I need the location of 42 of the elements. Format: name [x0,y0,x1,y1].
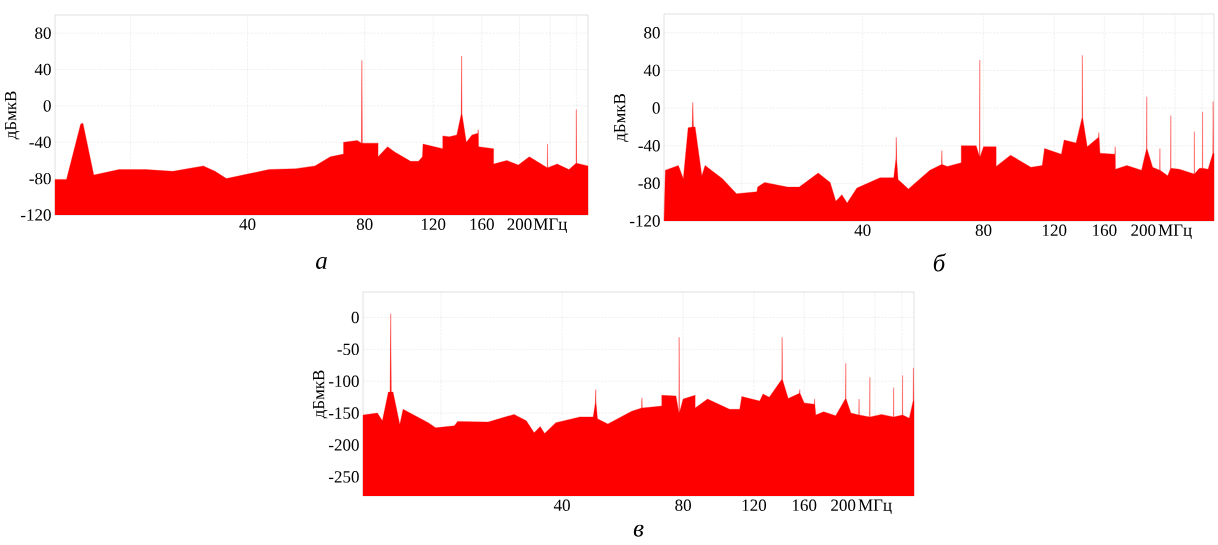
text: в [633,524,644,537]
x-tick-label: МГц [533,218,567,233]
y-tick-label: 0 [43,100,51,112]
y-tick-label: -100 [328,375,359,387]
y-axis-title: дБмкВ [614,93,629,142]
y-tick-label: -150 [328,407,359,419]
x-tick-label: 160 [1093,224,1117,236]
y-tick-label: -40 [638,139,660,152]
x-tick-label: 120 [1042,224,1067,236]
x-tick-label: 160 [792,499,817,511]
x-tick-label: 200 [507,218,532,230]
x-tick-label: 200 [1131,224,1156,236]
y-tick-label: 40 [643,64,660,77]
x-tick-label: 80 [356,218,373,230]
y-tick-label: 0 [652,102,660,114]
x-tick-label: 120 [742,499,767,511]
x-tick-label: 40 [553,499,570,511]
y-tick-label: -250 [328,471,359,483]
x-tick-label: 200 [831,499,856,511]
y-axis-title: дБмкВ [5,91,20,140]
x-tick-label: 120 [421,218,446,230]
y-tick-label: -50 [337,343,359,356]
y-tick-label: -80 [638,177,660,190]
x-tick-label: МГц [1158,224,1192,239]
x-tick-label: 40 [854,224,871,236]
x-tick-label: МГц [858,499,892,514]
y-tick-label: 40 [34,63,51,76]
x-tick-label: 80 [975,224,992,236]
x-tick-label: 40 [239,218,256,230]
y-tick-label: 0 [351,311,359,324]
y-axis-title: дБмкВ [313,370,328,419]
y-tick-label: 80 [35,27,51,39]
y-tick-label: -120 [629,215,660,227]
y-tick-label: -200 [328,439,359,451]
text: а [316,256,327,269]
y-tick-label: -80 [29,172,51,185]
text: б [933,253,946,272]
y-tick-label: 80 [644,27,660,39]
y-tick-label: -40 [29,136,51,148]
y-tick-label: -120 [20,209,51,221]
x-tick-label: 80 [675,499,691,511]
x-tick-label: 160 [470,218,494,230]
